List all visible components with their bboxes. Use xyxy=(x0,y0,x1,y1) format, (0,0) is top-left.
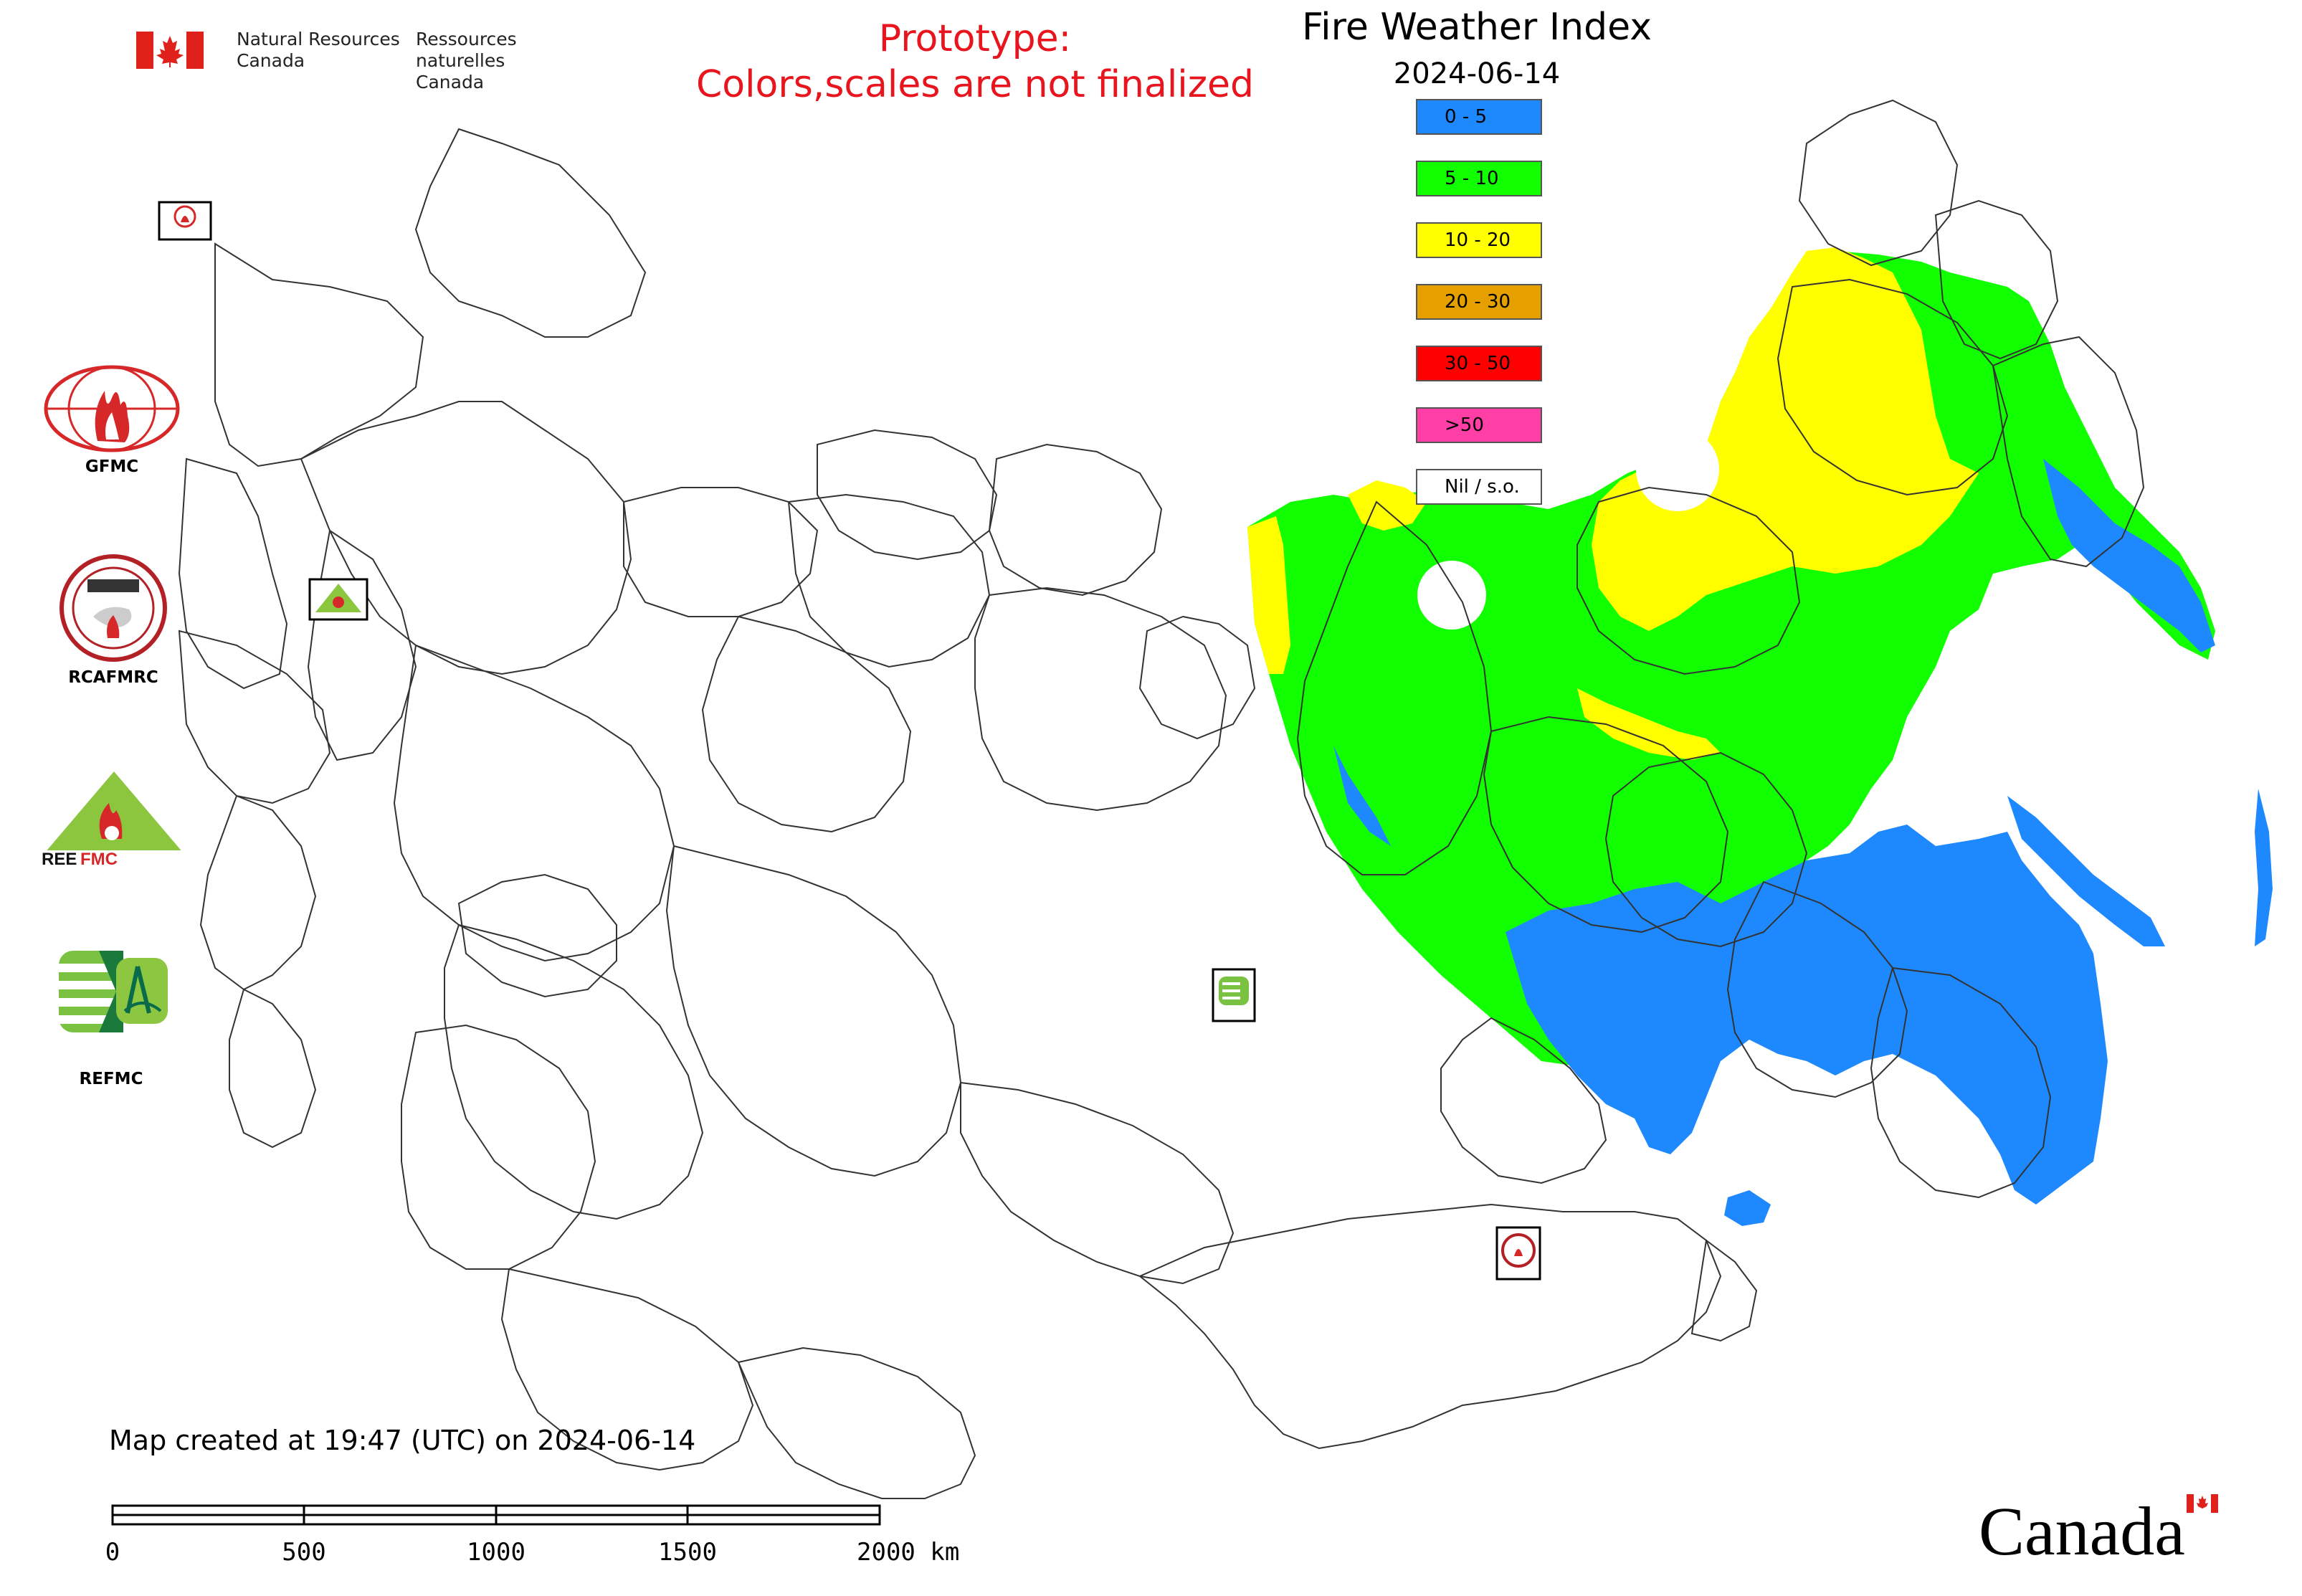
scale-bar: 0 500 1000 1500 2000 km xyxy=(105,1504,959,1567)
canada-wordmark-flag-icon xyxy=(2187,1494,2218,1513)
fwi-zone-blue-west xyxy=(1333,746,1391,846)
canada-wordmark-text: Canada xyxy=(1979,1493,2185,1563)
map-title: Fire Weather Index xyxy=(1302,6,1652,49)
fwi-zone-yellow-coast xyxy=(1348,480,1427,531)
canada-wordmark: Canada xyxy=(1979,1493,2218,1563)
legend-item-30-50: 30 - 50 xyxy=(1416,346,1542,381)
department-name-fr: Ressources naturelles Canada xyxy=(416,29,517,92)
map-marker-rcafmrc[interactable] xyxy=(1495,1226,1541,1281)
scale-label-1000: 1000 xyxy=(467,1538,525,1567)
map-marker-reefmc[interactable] xyxy=(308,578,368,621)
legend-item-gt-50: >50 xyxy=(1416,407,1542,443)
map-created-note: Map created at 19:47 (UTC) on 2024-06-14 xyxy=(109,1425,696,1456)
legend-item-10-20: 10 - 20 xyxy=(1416,222,1542,258)
refmc-label: REFMC xyxy=(79,1070,143,1088)
fwi-zone-blue-kuril xyxy=(2255,789,2273,946)
fwi-zone-nil-2 xyxy=(1417,561,1486,630)
fwi-zone-yellow-mid xyxy=(1577,688,1721,760)
fwi-zone-blue-kamchatka xyxy=(2043,459,2215,652)
fwi-zone-yellow-north xyxy=(1592,247,1979,631)
fwi-zone-yellow-west xyxy=(1247,516,1290,674)
rcafmrc-label: RCAFMRC xyxy=(68,668,158,687)
government-signature: Natural Resources Canada Ressources natu… xyxy=(136,29,609,92)
svg-text:REE: REE xyxy=(42,850,77,868)
fwi-zone-blue-south xyxy=(1506,825,2108,1205)
scale-label-2000: 2000 km xyxy=(857,1538,959,1567)
canada-flag-icon xyxy=(136,32,204,69)
map-date: 2024-06-14 xyxy=(1393,57,1561,90)
scale-label-1500: 1500 xyxy=(658,1538,717,1567)
scale-label-500: 500 xyxy=(282,1538,325,1567)
reefmc-logo-icon[interactable]: REE FMC xyxy=(37,767,191,868)
svg-text:FMC: FMC xyxy=(80,850,118,868)
fwi-zone-blue-sakhalin xyxy=(2007,796,2165,946)
map-marker-refmc[interactable] xyxy=(1212,968,1256,1022)
gfmc-label: GFMC xyxy=(85,457,139,476)
department-name-en: Natural Resources Canada xyxy=(237,29,400,71)
fwi-zone-blue-island xyxy=(1724,1190,1771,1226)
scale-label-0: 0 xyxy=(105,1538,120,1567)
fwi-zone-green xyxy=(1247,251,2215,1090)
rcafmrc-logo-icon[interactable] xyxy=(57,552,169,664)
legend-item-20-30: 20 - 30 xyxy=(1416,284,1542,320)
map-marker-gfmc[interactable] xyxy=(158,201,212,241)
prototype-notice: Prototype: Colors,scales are not finaliz… xyxy=(695,17,1255,106)
gfmc-logo-icon[interactable] xyxy=(40,362,184,455)
fwi-zone-nil-1 xyxy=(1636,428,1719,511)
refmc-logo-icon[interactable] xyxy=(59,945,172,1038)
legend-item-5-10: 5 - 10 xyxy=(1416,161,1542,196)
legend-item-nil: Nil / s.o. xyxy=(1416,469,1542,505)
legend: 0 - 5 5 - 10 10 - 20 20 - 30 30 - 50 >50… xyxy=(1416,99,1545,508)
legend-item-0-5: 0 - 5 xyxy=(1416,99,1542,135)
